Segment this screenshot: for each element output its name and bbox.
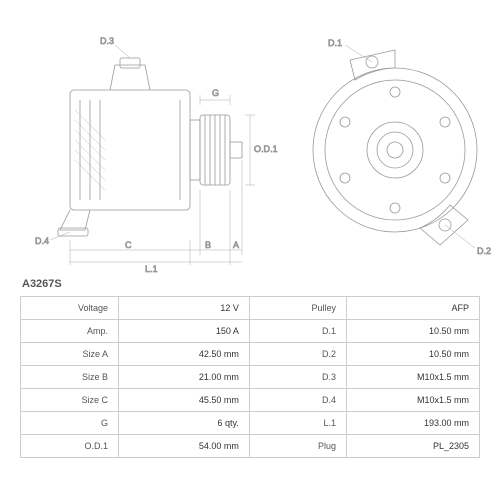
spec-value: 10.50 mm	[347, 320, 480, 343]
spec-label: L.1	[249, 412, 346, 435]
part-number: A3267S	[22, 278, 62, 290]
spec-label: Pulley	[249, 297, 346, 320]
spec-row: O.D.154.00 mmPlugPL_2305	[21, 435, 480, 458]
spec-row: Voltage12 VPulleyAFP	[21, 297, 480, 320]
spec-value: AFP	[347, 297, 480, 320]
spec-value: 54.00 mm	[119, 435, 250, 458]
spec-row: G6 qty.L.1193.00 mm	[21, 412, 480, 435]
spec-label: Size A	[21, 343, 119, 366]
technical-drawing: D.3 D.4 G O.D.1 C B A L.1	[0, 0, 500, 300]
label-d2: D.2	[477, 246, 491, 256]
spec-label: D.4	[249, 389, 346, 412]
spec-value: 10.50 mm	[347, 343, 480, 366]
spec-value: 150 A	[119, 320, 250, 343]
spec-label: Amp.	[21, 320, 119, 343]
spec-label: Size B	[21, 366, 119, 389]
spec-row: Size C45.50 mmD.4M10x1.5 mm	[21, 389, 480, 412]
spec-value: PL_2305	[347, 435, 480, 458]
spec-label: D.3	[249, 366, 346, 389]
label-od1: O.D.1	[254, 144, 278, 154]
label-d1: D.1	[328, 38, 342, 48]
spec-table: Voltage12 VPulleyAFPAmp.150 AD.110.50 mm…	[20, 296, 480, 458]
spec-value: M10x1.5 mm	[347, 366, 480, 389]
spec-label: Size C	[21, 389, 119, 412]
spec-label: D.1	[249, 320, 346, 343]
spec-value: 12 V	[119, 297, 250, 320]
spec-label: D.2	[249, 343, 346, 366]
spec-value: 21.00 mm	[119, 366, 250, 389]
spec-label: Plug	[249, 435, 346, 458]
spec-label: G	[21, 412, 119, 435]
spec-value: 42.50 mm	[119, 343, 250, 366]
spec-value: 193.00 mm	[347, 412, 480, 435]
spec-row: Size B21.00 mmD.3M10x1.5 mm	[21, 366, 480, 389]
label-a: A	[233, 240, 239, 250]
spec-label: O.D.1	[21, 435, 119, 458]
label-d4: D.4	[35, 236, 49, 246]
spec-value: 6 qty.	[119, 412, 250, 435]
label-b: B	[205, 240, 211, 250]
spec-row: Size A42.50 mmD.210.50 mm	[21, 343, 480, 366]
spec-label: Voltage	[21, 297, 119, 320]
label-c: C	[125, 240, 132, 250]
label-d3: D.3	[100, 36, 114, 46]
label-l1: L.1	[145, 264, 158, 274]
label-g: G	[212, 88, 219, 98]
spec-row: Amp.150 AD.110.50 mm	[21, 320, 480, 343]
spec-value: M10x1.5 mm	[347, 389, 480, 412]
spec-value: 45.50 mm	[119, 389, 250, 412]
